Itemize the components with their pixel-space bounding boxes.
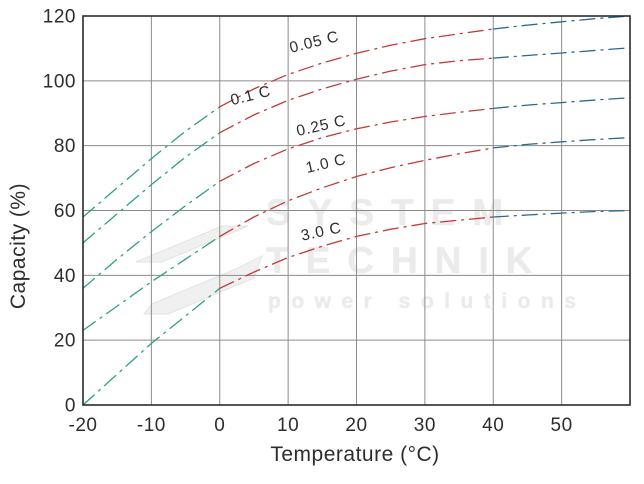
y-tick-label: 40 [54, 266, 76, 287]
watermark-tagline: power solutions [268, 290, 587, 313]
curve-0-25-c-segment-hot [492, 97, 631, 110]
watermark-brand-line1: SYSTEM [266, 192, 521, 233]
y-axis-title: Capacity (%) [7, 182, 30, 310]
watermark-brand-line2: TECHNIK [266, 240, 550, 281]
y-tick-label: 0 [65, 396, 76, 417]
curve-label: 0.1 C [229, 83, 273, 109]
curve-0-1-c-segment-hot [492, 47, 631, 59]
curve-label: 0.25 C [295, 112, 348, 140]
y-tick-label: 100 [43, 71, 76, 92]
y-tick-label: 120 [43, 7, 76, 28]
x-tick-label: -20 [69, 415, 98, 436]
curve-1-0-c-segment-mid [219, 147, 494, 238]
x-tick-label: 40 [482, 415, 504, 436]
curve-0-05-c-segment-cold [82, 106, 221, 218]
y-tick-label: 60 [54, 201, 76, 222]
plot-border [82, 15, 631, 406]
curve-label: 3.0 C [300, 219, 344, 244]
curve-0-25-c-segment-cold [82, 180, 221, 289]
x-tick-label: 0 [214, 415, 225, 436]
x-axis-title: Temperature (°C) [270, 443, 440, 466]
x-tick-label: -10 [137, 415, 166, 436]
curve-label: 0.05 C [288, 28, 341, 57]
curve-0-1-c-segment-cold [82, 132, 221, 244]
curve-1-0-c-segment-hot [492, 136, 631, 149]
y-tick-label: 20 [54, 331, 76, 352]
curve-0-25-c-segment-mid [219, 107, 494, 182]
y-tick-label: 80 [54, 136, 76, 157]
curve-3-0-c-segment-hot [492, 209, 631, 218]
curve-label: 1.0 C [304, 151, 348, 177]
curve-3-0-c-segment-cold [82, 287, 221, 406]
x-tick-label: 10 [277, 415, 299, 436]
curve-1-0-c-segment-cold [82, 235, 221, 332]
x-tick-label: 30 [414, 415, 436, 436]
x-tick-label: 50 [551, 415, 573, 436]
x-tick-label: 20 [345, 415, 367, 436]
curve-0-05-c-segment-hot [492, 15, 631, 30]
curve-0-05-c-segment-mid [219, 28, 494, 108]
curve-0-1-c-segment-mid [219, 57, 494, 134]
curve-3-0-c-segment-mid [219, 216, 494, 289]
